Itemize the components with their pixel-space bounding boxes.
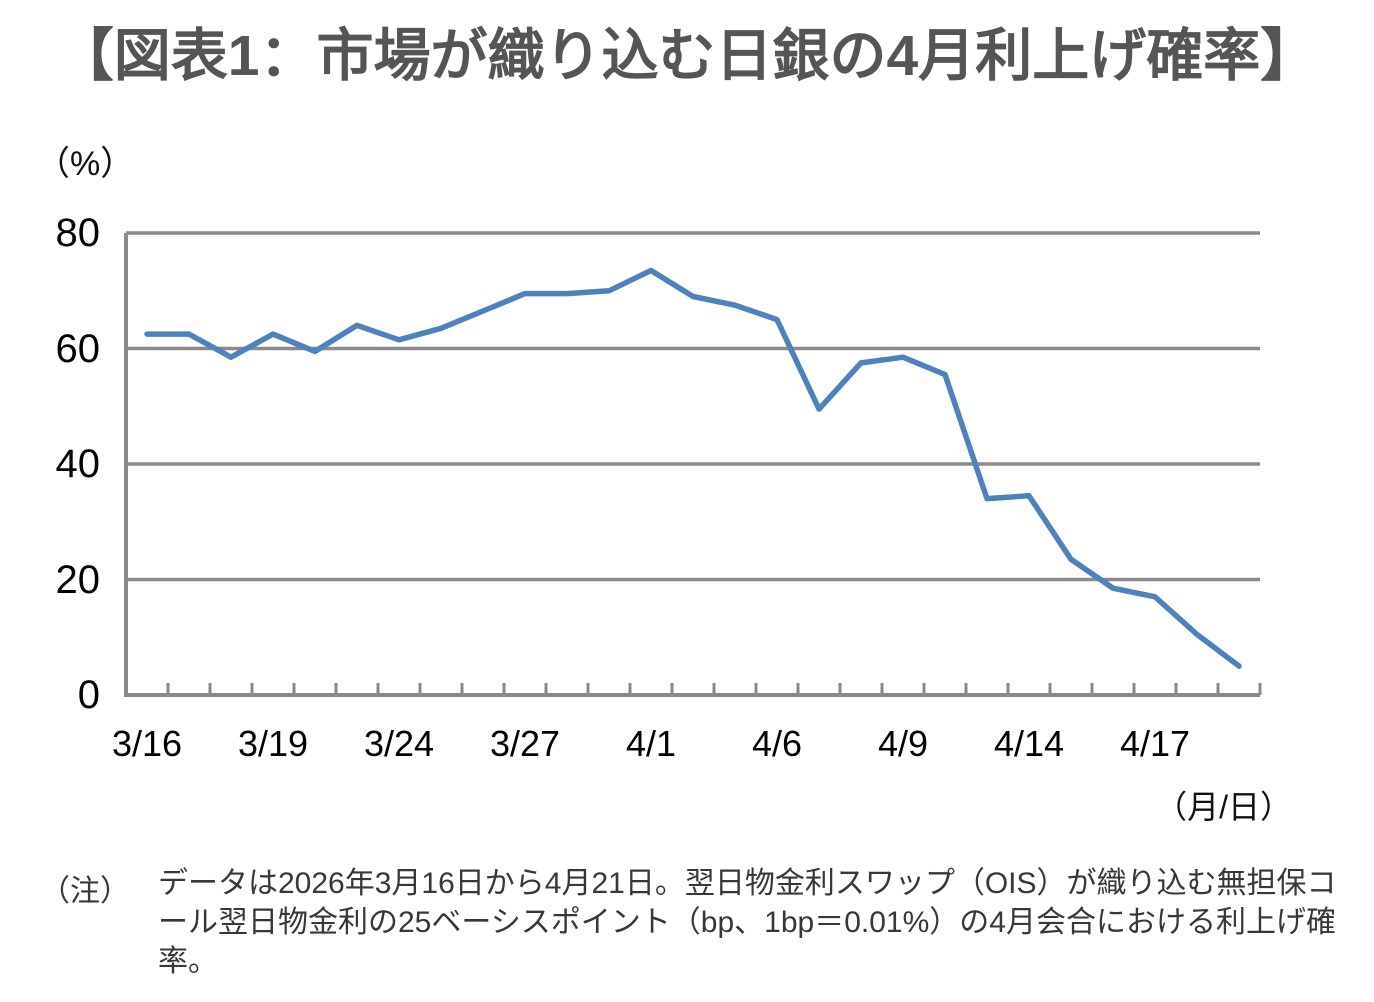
footnote-marker: （注） <box>40 875 130 908</box>
x-tick-label: 3/27 <box>489 723 561 764</box>
x-tick-label: 4/6 <box>751 723 803 764</box>
x-tick-label: 4/1 <box>625 723 677 764</box>
x-tick-label: 3/19 <box>237 723 309 764</box>
y-tick-label: 20 <box>55 557 101 602</box>
x-tick-label: 3/24 <box>363 723 435 764</box>
x-tick-label: 4/14 <box>993 723 1065 764</box>
probability-series-line <box>144 267 1242 669</box>
y-axis-unit-label: （%） <box>36 145 135 183</box>
y-tick-label: 0 <box>77 673 100 717</box>
footnote-text: データは2026年3月16日から4月21日。翌日物金利スワップ（OIS）が織り込… <box>158 867 1337 978</box>
y-tick-label: 60 <box>55 326 101 371</box>
x-tick-label: 3/16 <box>111 723 183 764</box>
x-tick-label: 4/17 <box>1119 723 1191 764</box>
y-tick-label: 80 <box>55 211 101 255</box>
x-axis-unit-label: （月/日） <box>1155 789 1292 825</box>
chart-title: 【図表1：市場が織り込む日銀の4月利上げ確率】 <box>56 24 1318 88</box>
x-tick-label: 4/9 <box>877 723 929 764</box>
y-tick-label: 40 <box>55 442 101 486</box>
